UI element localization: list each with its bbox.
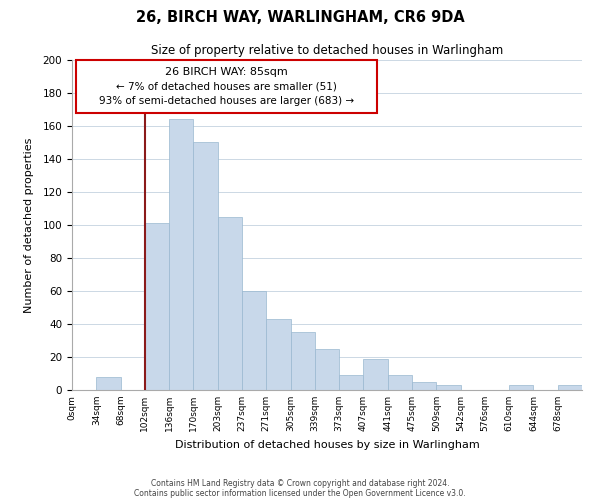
Bar xyxy=(96,377,121,390)
Text: ← 7% of detached houses are smaller (51): ← 7% of detached houses are smaller (51) xyxy=(116,82,337,92)
X-axis label: Distribution of detached houses by size in Warlingham: Distribution of detached houses by size … xyxy=(175,440,479,450)
Bar xyxy=(315,349,339,390)
Bar xyxy=(218,217,242,390)
Bar xyxy=(193,142,218,390)
Bar xyxy=(169,120,193,390)
Bar xyxy=(242,291,266,390)
Text: Contains public sector information licensed under the Open Government Licence v3: Contains public sector information licen… xyxy=(134,488,466,498)
Text: 26 BIRCH WAY: 85sqm: 26 BIRCH WAY: 85sqm xyxy=(165,66,287,76)
Bar xyxy=(145,224,169,390)
Bar xyxy=(290,332,315,390)
Bar xyxy=(436,385,461,390)
Y-axis label: Number of detached properties: Number of detached properties xyxy=(24,138,34,312)
Bar xyxy=(388,375,412,390)
Bar xyxy=(266,319,290,390)
Bar xyxy=(412,382,436,390)
Title: Size of property relative to detached houses in Warlingham: Size of property relative to detached ho… xyxy=(151,44,503,58)
FancyBboxPatch shape xyxy=(76,60,377,113)
Text: 26, BIRCH WAY, WARLINGHAM, CR6 9DA: 26, BIRCH WAY, WARLINGHAM, CR6 9DA xyxy=(136,10,464,25)
Bar xyxy=(364,358,388,390)
Text: Contains HM Land Registry data © Crown copyright and database right 2024.: Contains HM Land Registry data © Crown c… xyxy=(151,478,449,488)
Bar xyxy=(509,385,533,390)
Bar xyxy=(339,375,364,390)
Text: 93% of semi-detached houses are larger (683) →: 93% of semi-detached houses are larger (… xyxy=(98,96,354,106)
Bar xyxy=(558,385,582,390)
